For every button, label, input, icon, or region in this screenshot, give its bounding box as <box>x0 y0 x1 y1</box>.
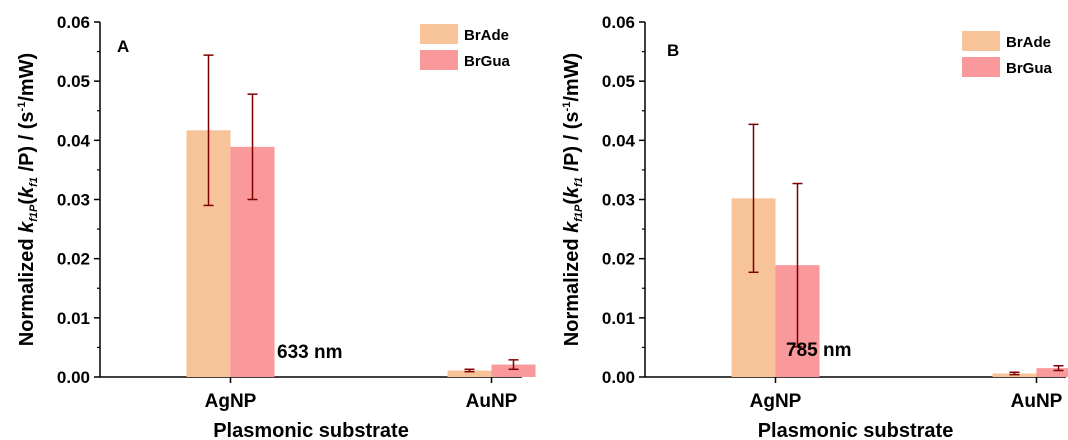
y-axis-label-part: Normalized <box>561 233 583 346</box>
wavelength-annotation: 633 nm <box>277 342 342 363</box>
y-tick-label: 0.04 <box>602 131 636 150</box>
y-axis-label-part: -1 <box>561 102 573 112</box>
y-axis-label-part: /P) / (s <box>561 111 583 177</box>
y-axis-label-part: ( <box>561 198 583 205</box>
y-tick-label: 0.01 <box>57 309 90 328</box>
y-tick-label: 0.02 <box>602 250 635 269</box>
y-tick-label: 0.02 <box>57 250 90 269</box>
x-tick-label: AuNP <box>466 391 518 412</box>
bar <box>491 364 536 377</box>
legend-label: BrGua <box>1006 60 1053 77</box>
y-tick-label: 0.06 <box>57 13 90 32</box>
y-tick-label: 0.06 <box>602 13 635 32</box>
y-axis-label: Normalized kf1P(kf1 /P) / (s-1/mW) <box>561 53 585 346</box>
panel-label: A <box>117 37 129 56</box>
y-axis-label-part: f1P <box>573 204 585 222</box>
y-axis-label-part: k <box>561 186 583 198</box>
legend-swatch <box>962 57 1000 77</box>
y-axis-label-part: f1P <box>28 204 40 222</box>
y-axis-label-part: Normalized <box>16 233 38 346</box>
chart-panel-a: 0.00 0.01 0.02 0.03 0.04 0.05 0.06 AgNP AuNP Plas… <box>16 13 536 440</box>
x-tick-label: AuNP <box>1011 391 1063 412</box>
y-axis-label-part: /mW) <box>16 53 38 102</box>
x-axis-label: Plasmonic substrate <box>213 420 409 440</box>
bar <box>447 370 492 377</box>
y-tick-label: 0.00 <box>57 368 90 387</box>
y-axis-label-part: f1 <box>573 177 585 187</box>
y-axis-label: Normalized kf1P(kf1 /P) / (s-1/mW) <box>16 53 40 346</box>
legend-swatch <box>962 31 1000 51</box>
y-axis-label-part: /mW) <box>561 53 583 102</box>
wavelength-annotation: 785 nm <box>786 340 851 361</box>
legend-label: BrAde <box>464 27 509 44</box>
panel-label: B <box>667 41 679 60</box>
y-axis-label-part: /P) / (s <box>16 111 38 177</box>
legend-swatch <box>420 50 458 70</box>
y-axis-label-part: -1 <box>16 102 28 112</box>
chart-panel-b: 0.00 0.01 0.02 0.03 0.04 0.05 0.06 AgNP AuNP Plas… <box>561 13 1068 440</box>
y-tick-label: 0.01 <box>602 309 635 328</box>
legend-label: BrAde <box>1006 34 1051 51</box>
y-axis-label-part: k <box>16 221 38 233</box>
y-axis-label-part: k <box>16 186 38 198</box>
legend-swatch <box>420 24 458 44</box>
y-tick-label: 0.03 <box>602 191 635 210</box>
legend-label: BrGua <box>464 53 511 70</box>
y-tick-label: 0.03 <box>57 191 90 210</box>
y-axis-label-part: k <box>561 221 583 233</box>
y-tick-label: 0.04 <box>57 131 91 150</box>
y-tick-label: 0.05 <box>602 72 635 91</box>
bar <box>1036 368 1068 377</box>
y-tick-label: 0.00 <box>602 368 635 387</box>
y-tick-label: 0.05 <box>57 72 90 91</box>
x-axis-label: Plasmonic substrate <box>758 420 954 440</box>
y-axis-label-part: f1 <box>28 177 40 187</box>
y-axis-label-part: ( <box>16 198 38 205</box>
x-tick-label: AgNP <box>205 391 257 412</box>
x-tick-label: AgNP <box>750 391 802 412</box>
